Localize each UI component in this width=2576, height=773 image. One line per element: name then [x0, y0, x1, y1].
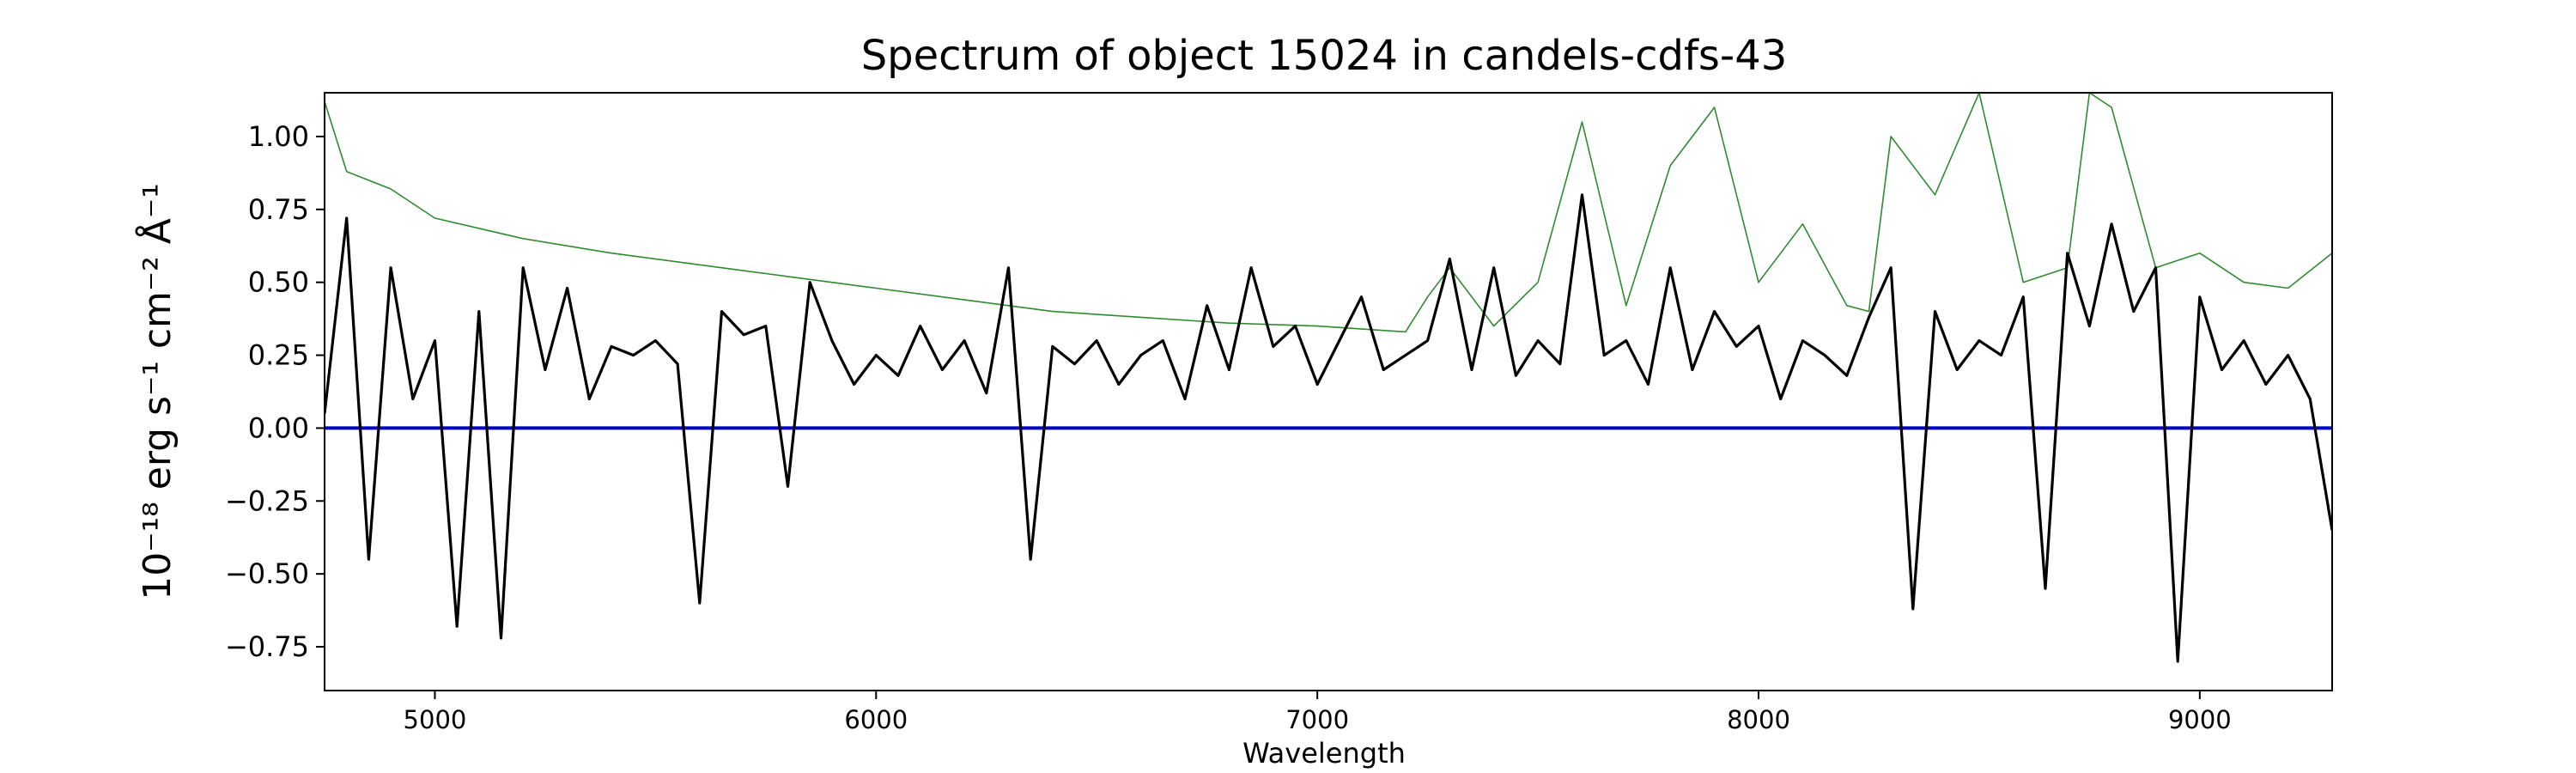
- x-tick-label: 8000: [1727, 705, 1790, 734]
- y-tick-label: 1.00: [248, 120, 309, 153]
- y-axis-label: 10⁻¹⁸ erg s⁻¹ cm⁻² Å⁻¹: [134, 183, 179, 600]
- x-axis: 5000 6000 7000 8000 9000: [404, 691, 2232, 734]
- plot-background: [325, 93, 2332, 691]
- y-axis: −0.75 −0.50 −0.25 0.00 0.25 0.50 0.75 1.00: [225, 120, 325, 663]
- y-tick-label: 0.00: [248, 411, 309, 444]
- error-series-line: [325, 93, 2332, 333]
- plot-area: [324, 92, 2333, 691]
- x-tick-label: 7000: [1285, 705, 1349, 734]
- flux-series-line: [325, 193, 2332, 663]
- y-tick-label: −0.25: [225, 484, 309, 517]
- x-tick-label: 6000: [844, 705, 908, 734]
- x-tick-label: 9000: [2168, 705, 2232, 734]
- y-tick-label: 0.25: [248, 339, 309, 372]
- x-axis-label: Wavelength: [1242, 737, 1406, 770]
- x-tick-label: 5000: [404, 705, 467, 734]
- series-layer: [325, 93, 2332, 663]
- y-tick-label: 0.75: [248, 193, 309, 226]
- plot-frame: [324, 92, 2333, 691]
- y-tick-label: −0.50: [225, 557, 309, 590]
- y-tick-label: 0.50: [248, 266, 309, 299]
- chart-title: Spectrum of object 15024 in candels-cdfs…: [861, 32, 1788, 80]
- y-tick-label: −0.75: [225, 630, 309, 663]
